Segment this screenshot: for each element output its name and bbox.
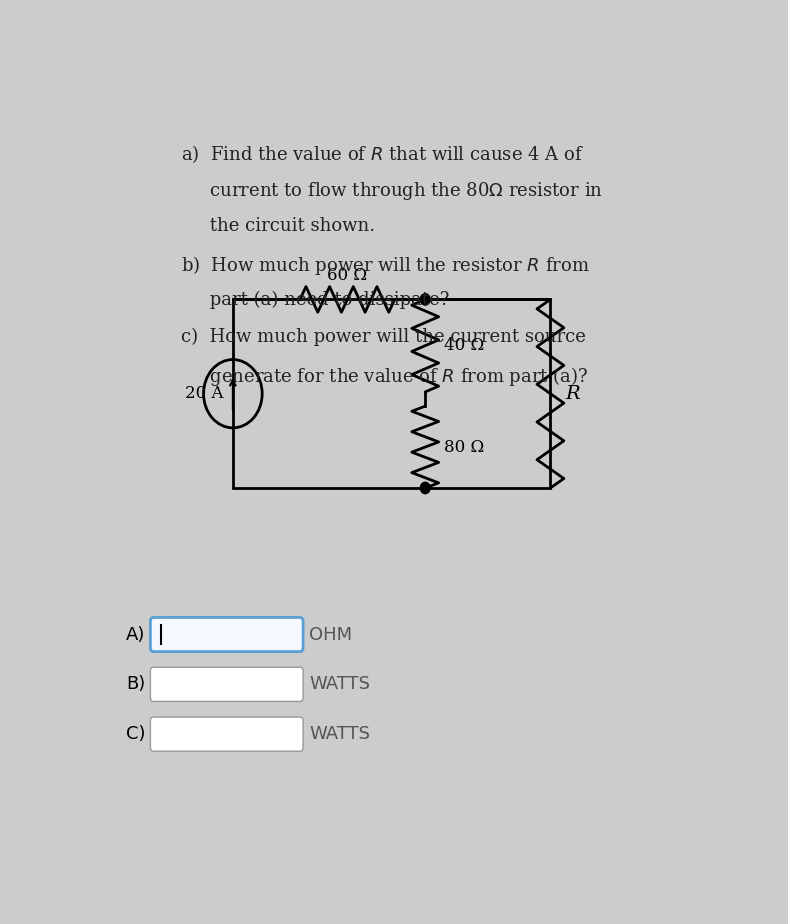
Text: b)  How much power will the resistor $R$ from: b) How much power will the resistor $R$ … — [181, 254, 589, 277]
FancyBboxPatch shape — [151, 667, 303, 701]
Text: 40 Ω: 40 Ω — [444, 337, 484, 354]
Text: c)  How much power will the current source: c) How much power will the current sourc… — [181, 328, 585, 346]
Text: the circuit shown.: the circuit shown. — [181, 217, 375, 235]
Text: current to flow through the 80$\Omega$ resistor in: current to flow through the 80$\Omega$ r… — [181, 180, 603, 201]
Text: 20 A: 20 A — [185, 385, 224, 402]
Circle shape — [420, 294, 430, 305]
Text: A): A) — [126, 626, 145, 643]
Text: a)  Find the value of $R$ that will cause 4 A of: a) Find the value of $R$ that will cause… — [181, 143, 584, 164]
Text: part (a) need to dissipate?: part (a) need to dissipate? — [181, 291, 449, 310]
Bar — [233, 299, 550, 488]
Text: R: R — [566, 384, 580, 403]
Text: OHM: OHM — [309, 626, 352, 643]
FancyBboxPatch shape — [151, 717, 303, 751]
Text: WATTS: WATTS — [309, 725, 370, 743]
Text: 80 Ω: 80 Ω — [444, 439, 484, 456]
Text: B): B) — [126, 675, 145, 693]
Text: generate for the value of $R$ from part (a)?: generate for the value of $R$ from part … — [181, 365, 589, 388]
Circle shape — [420, 482, 430, 493]
Text: C): C) — [126, 725, 146, 743]
Text: WATTS: WATTS — [309, 675, 370, 693]
Text: 60 Ω: 60 Ω — [327, 267, 367, 284]
FancyBboxPatch shape — [151, 617, 303, 651]
